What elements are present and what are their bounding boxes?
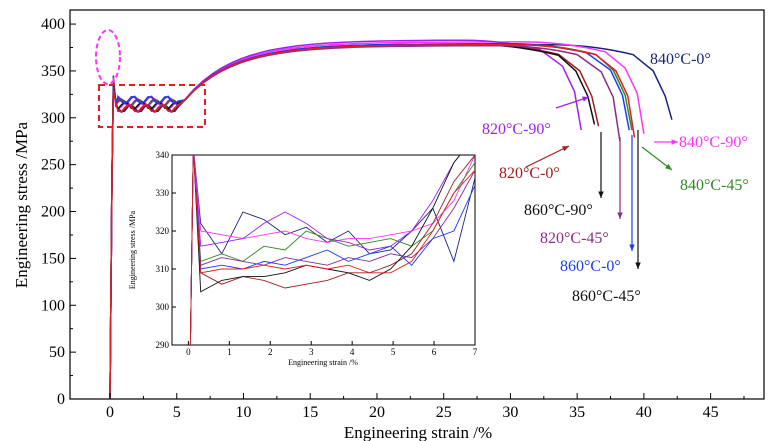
x-tick-label: 20 <box>369 404 385 421</box>
inset-axes: 0 1 2 3 4 5 6 7 290 300 310 320 330 340 <box>156 150 478 357</box>
series-line <box>109 43 630 400</box>
x-tick-label: 35 <box>569 404 585 421</box>
inset-y-tick-label: 330 <box>156 188 170 198</box>
inset-x-tick-label: 3 <box>309 347 314 357</box>
inset-curves <box>189 155 475 345</box>
main-axes: 0 5 10 15 20 25 30 35 40 450501001502002503003504… <box>41 16 745 421</box>
annotation-label: 840°C-45° <box>680 177 749 194</box>
inset-x-tick-label: 7 <box>473 347 478 357</box>
x-tick-label: 40 <box>636 404 652 421</box>
annotation-arrowhead <box>635 262 641 269</box>
annotation-label: 860°C-45° <box>572 288 641 305</box>
inset-y-tick-label: 310 <box>156 264 170 274</box>
x-tick-label: 45 <box>703 404 719 421</box>
annotation-label: 820°C-45° <box>540 230 609 247</box>
annotation-arrowhead <box>617 212 623 219</box>
inset-y-tick-label: 290 <box>156 340 170 350</box>
inset-x-tick-label: 4 <box>350 347 355 357</box>
inset-y-axis-title: Engineering stress /MPa <box>128 210 137 289</box>
inset-y-tick-label: 300 <box>156 302 170 312</box>
inset-x-tick-label: 6 <box>432 347 437 357</box>
inset-series-line <box>189 155 475 345</box>
inset-frame <box>171 154 476 346</box>
x-tick-label: 0 <box>106 404 114 421</box>
inset-series-line <box>189 155 475 345</box>
annotation-label: 840°C-0° <box>650 51 711 68</box>
inset-x-tick-label: 0 <box>186 347 191 357</box>
y-tick-label: 200 <box>41 204 65 221</box>
y-tick-label: 250 <box>41 157 65 174</box>
y-tick-label: 50 <box>49 344 65 361</box>
annotations: 840°C-0° 820°C-90° 840°C-90° 820°C-0° 840°C-… <box>482 51 749 305</box>
inset-x-tick-label: 5 <box>391 347 396 357</box>
x-tick-label: 30 <box>502 404 518 421</box>
inset-x-tick-label: 2 <box>268 347 273 357</box>
inset-series-line <box>189 155 475 345</box>
annotation-arrow <box>525 145 570 168</box>
inset-x-axis-title: Engineering strain /% <box>288 358 358 367</box>
annotation-label: 860°C-0° <box>560 258 621 275</box>
annotation-label: 820°C-90° <box>482 121 551 138</box>
inset-curve-group <box>189 155 475 345</box>
inset-y-tick-label: 320 <box>156 226 170 236</box>
series-line <box>109 44 621 400</box>
inset-series-line <box>189 155 475 345</box>
series-line <box>109 43 636 400</box>
annotation-arrowhead <box>671 139 678 145</box>
y-tick-label: 350 <box>41 63 65 80</box>
yield-plateau-highlight <box>98 84 206 128</box>
annotation-label: 820°C-0° <box>499 165 560 182</box>
x-axis-title: Engineering strain /% <box>344 423 492 441</box>
y-tick-label: 150 <box>41 250 65 267</box>
y-tick-label: 100 <box>41 297 65 314</box>
x-tick-label: 10 <box>236 404 252 421</box>
yield-point-highlight <box>95 29 121 85</box>
annotation-label: 860°C-90° <box>524 202 593 219</box>
main-curves <box>109 39 673 400</box>
annotation-arrowhead <box>598 191 604 198</box>
x-tick-label: 25 <box>436 404 452 421</box>
y-tick-label: 400 <box>41 16 65 33</box>
x-tick-label: 15 <box>302 404 318 421</box>
annotation-arrowhead <box>562 146 569 152</box>
annotation-label: 840°C-90° <box>679 134 748 151</box>
annotation-arrowhead <box>629 244 635 251</box>
y-tick-label: 300 <box>41 110 65 127</box>
x-tick-label: 5 <box>173 404 181 421</box>
y-tick-label: 0 <box>57 391 65 408</box>
inset-y-tick-label: 340 <box>156 150 170 160</box>
annotation-arrowhead <box>665 163 672 170</box>
annotation-arrowhead <box>582 96 589 102</box>
inset-x-tick-label: 1 <box>227 347 232 357</box>
y-axis-title: Engineering stress /MPa <box>12 121 31 288</box>
inset-series-line <box>189 155 461 345</box>
